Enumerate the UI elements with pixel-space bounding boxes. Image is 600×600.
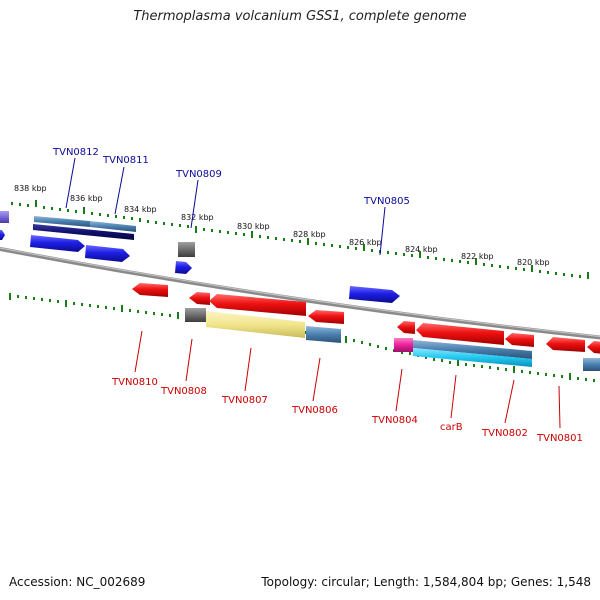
gene-label-forward[interactable]: TVN0809 — [175, 169, 222, 180]
gene-arrow[interactable] — [85, 245, 130, 262]
scale-label: 836 kbp — [70, 194, 103, 203]
reverse-features — [132, 283, 600, 371]
gene-arrow[interactable] — [416, 323, 504, 345]
scale-label: 826 kbp — [349, 238, 382, 247]
feature-box[interactable] — [0, 211, 9, 223]
feature-box[interactable] — [90, 221, 136, 232]
scale-label: 820 kbp — [517, 258, 550, 267]
summary-text: Topology: circular; Length: 1,584,804 bp… — [261, 575, 591, 589]
gene-arrow[interactable] — [175, 261, 192, 274]
gene-arrow[interactable] — [349, 286, 400, 303]
gene-label-forward[interactable]: TVN0805 — [363, 196, 410, 207]
feature-box[interactable] — [413, 340, 532, 359]
genome-backbone-highlight — [0, 247, 600, 337]
accession-text: Accession: NC_002689 — [9, 575, 146, 589]
gene-arrow[interactable] — [132, 283, 168, 297]
gene-label-reverse[interactable]: TVN0810 — [111, 377, 158, 388]
gene-label-forward[interactable]: TVN0812 — [52, 147, 99, 158]
gene-label-reverse[interactable]: TVN0804 — [371, 415, 418, 426]
gene-label-reverse[interactable]: carB — [440, 422, 463, 433]
feature-box[interactable] — [206, 311, 305, 338]
gene-arrow[interactable] — [397, 321, 415, 334]
feature-box[interactable] — [306, 326, 341, 343]
scale-label: 830 kbp — [237, 222, 270, 231]
gene-arrow[interactable] — [30, 235, 85, 252]
forward-features — [0, 211, 400, 303]
forward-tick-track — [11, 200, 589, 279]
scale-label: 834 kbp — [124, 205, 157, 214]
gene-arrow[interactable] — [0, 230, 5, 240]
scale-label: 822 kbp — [461, 252, 494, 261]
feature-box[interactable] — [178, 242, 195, 257]
feature-box[interactable] — [34, 216, 90, 227]
forward-label-lines — [65, 157, 386, 256]
gene-label-forward[interactable]: TVN0811 — [102, 155, 149, 166]
feature-box[interactable] — [413, 348, 532, 367]
gene-arrow[interactable] — [546, 337, 585, 352]
gene-arrow[interactable] — [209, 294, 306, 316]
gene-arrow[interactable] — [308, 310, 344, 324]
rna-feature[interactable] — [394, 338, 413, 352]
feature-box[interactable] — [583, 358, 600, 371]
genome-backbone — [0, 246, 600, 340]
scale-label: 838 kbp — [14, 184, 47, 193]
gene-arrow[interactable] — [189, 292, 210, 305]
gene-arrow[interactable] — [505, 333, 534, 347]
gene-arrow[interactable] — [587, 341, 600, 354]
map-title: Thermoplasma volcanium GSS1, complete ge… — [133, 9, 467, 24]
gene-label-reverse[interactable]: TVN0806 — [291, 405, 338, 416]
scale-label: 824 kbp — [405, 245, 438, 254]
feature-box[interactable] — [185, 308, 206, 322]
scale-label: 832 kbp — [181, 213, 214, 222]
reverse-label-lines — [134, 330, 561, 429]
gene-label-reverse[interactable]: TVN0807 — [221, 395, 268, 406]
gene-label-reverse[interactable]: TVN0802 — [481, 428, 528, 439]
scale-label: 828 kbp — [293, 230, 326, 239]
gene-label-reverse[interactable]: TVN0808 — [160, 386, 207, 397]
gene-label-reverse[interactable]: TVN0801 — [536, 433, 583, 444]
feature-box[interactable] — [33, 224, 134, 240]
